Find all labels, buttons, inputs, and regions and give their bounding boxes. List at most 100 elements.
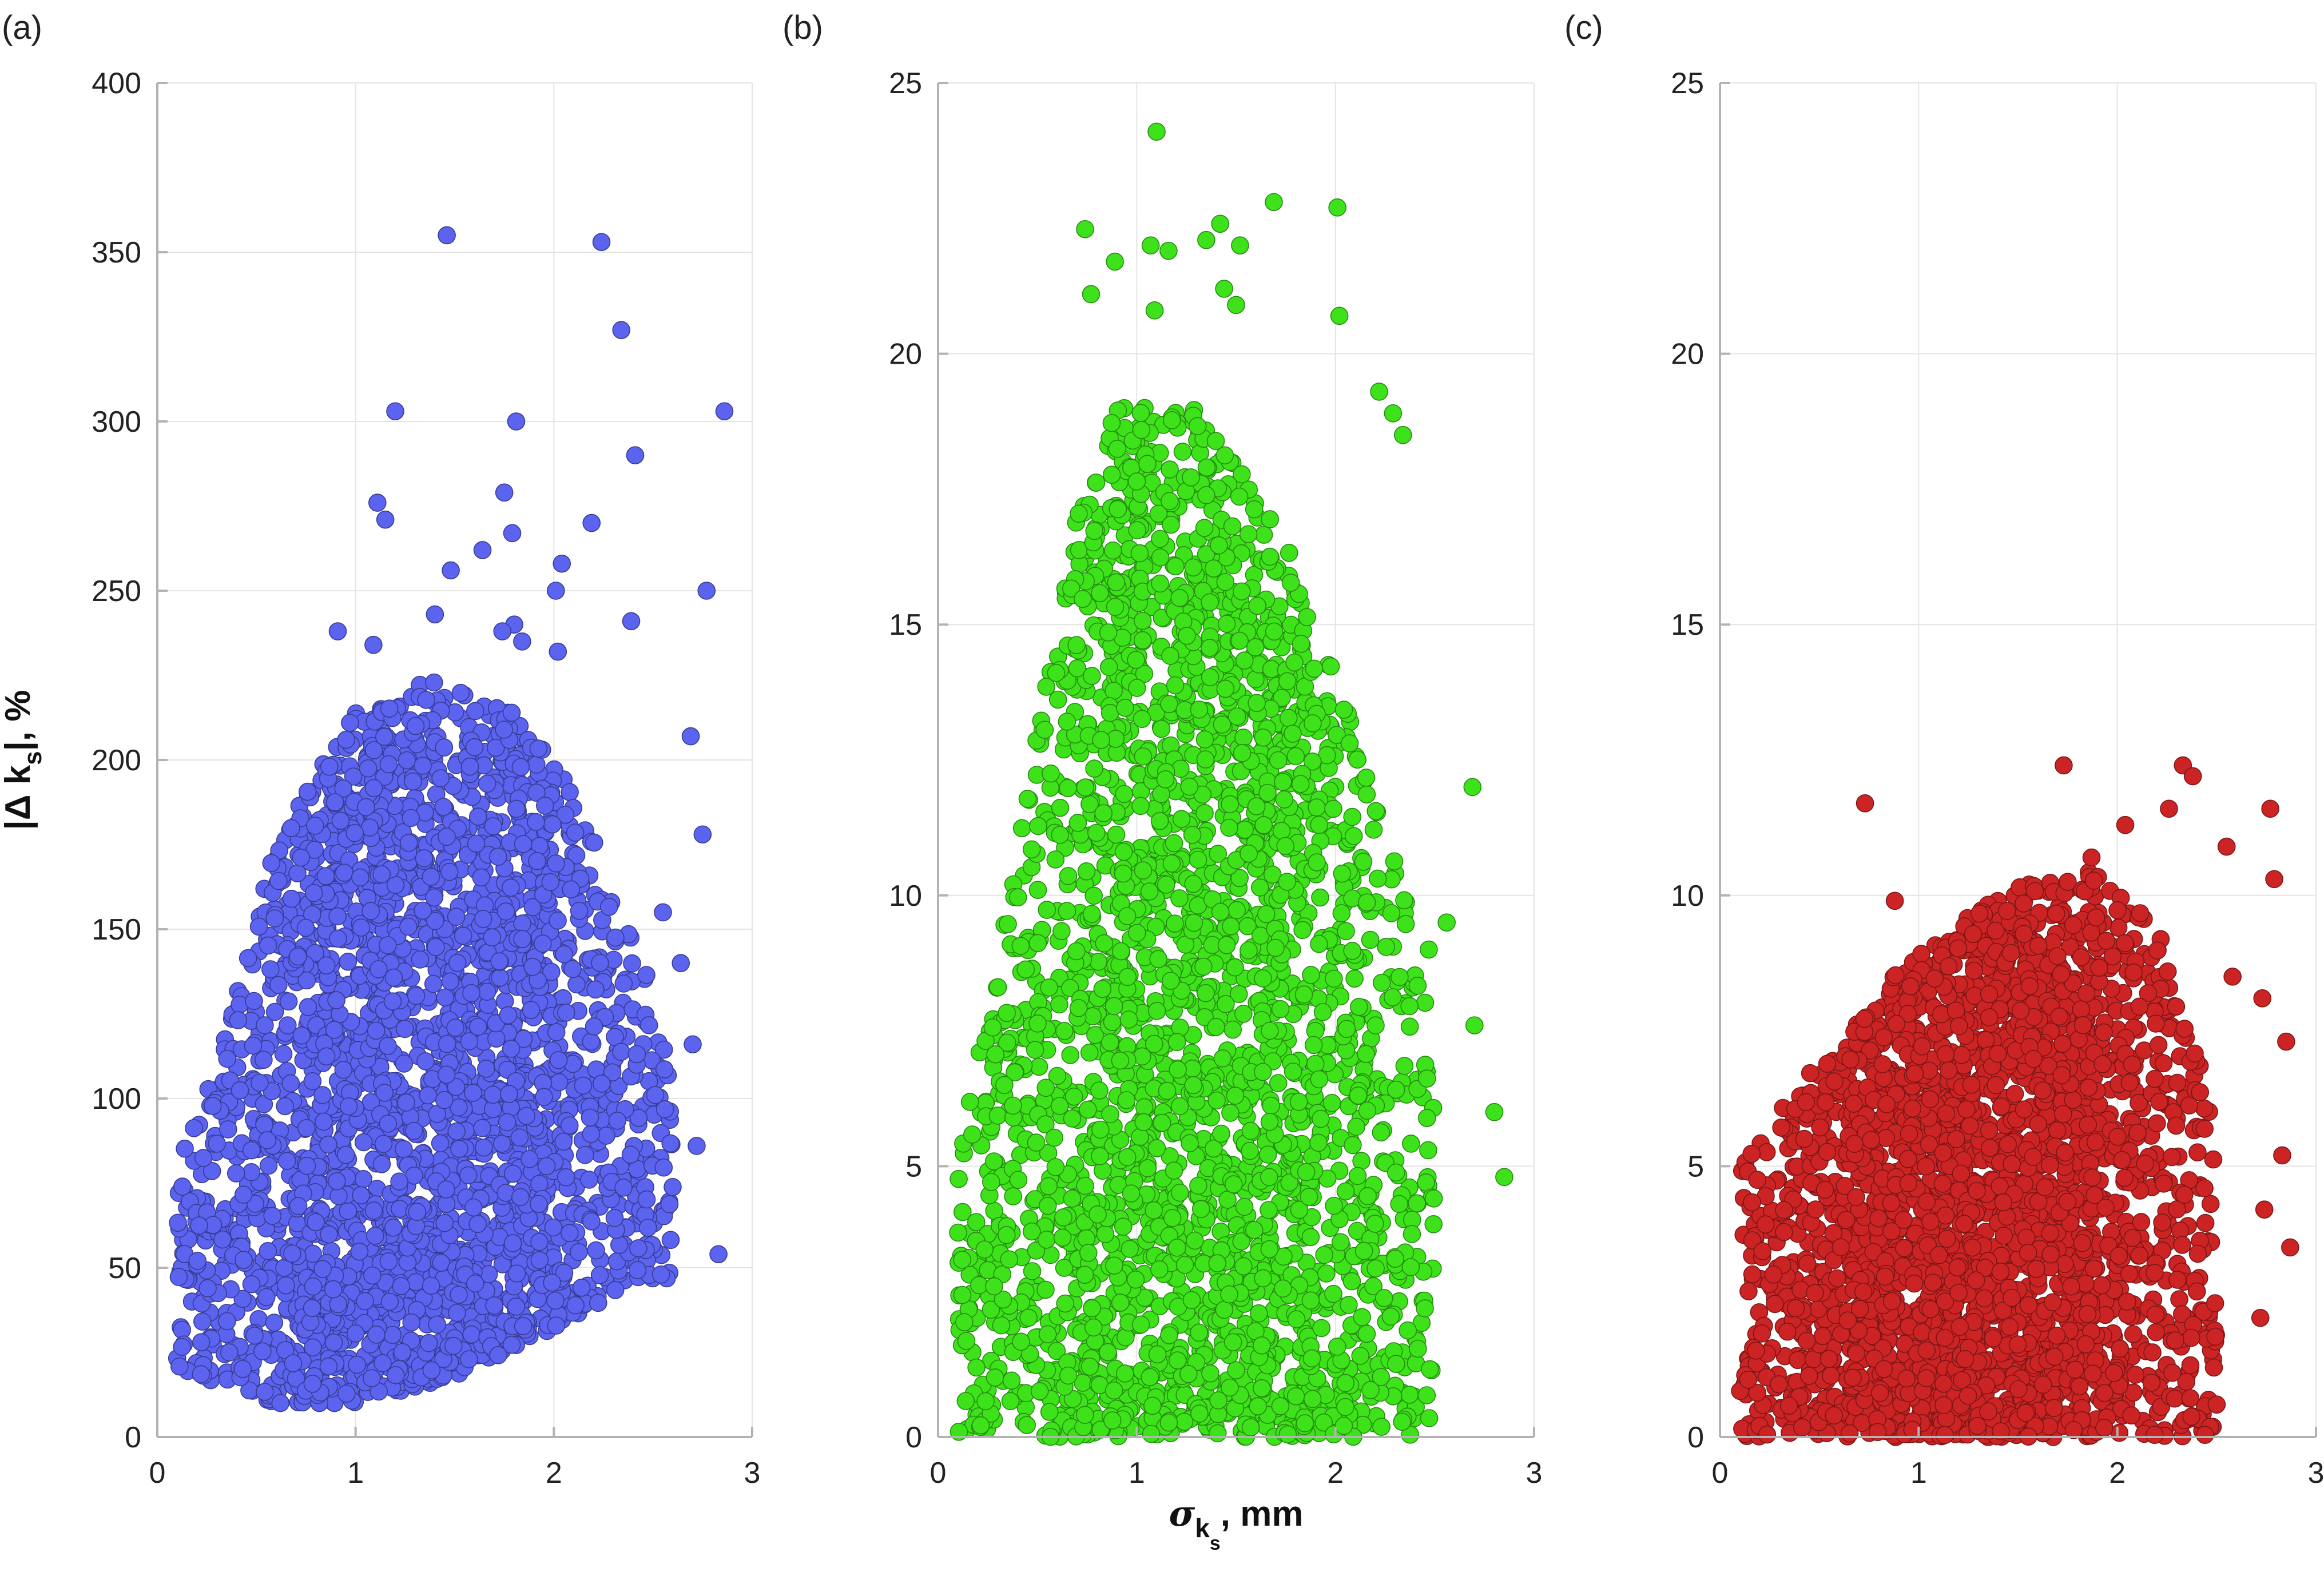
- data-point-a: [379, 1115, 396, 1132]
- data-point-a: [420, 1335, 438, 1352]
- data-point-b: [950, 1171, 967, 1188]
- data-point-a: [335, 1061, 352, 1078]
- data-point-a: [185, 1120, 202, 1137]
- data-point-a: [657, 1101, 674, 1118]
- data-point-a: [422, 868, 439, 885]
- data-point-b: [1353, 1152, 1370, 1169]
- data-point-a: [558, 1004, 575, 1021]
- data-point-a: [195, 1149, 212, 1167]
- data-point-a: [362, 902, 379, 920]
- data-point-b: [1060, 867, 1077, 885]
- data-point-a: [318, 957, 335, 974]
- data-point-a: [285, 1355, 302, 1372]
- data-point-a: [562, 881, 579, 898]
- data-point-b: [1051, 996, 1068, 1013]
- data-point-a: [547, 1292, 564, 1310]
- y-tick-label-a-1: 50: [108, 1252, 141, 1285]
- data-point-b: [1391, 1195, 1408, 1212]
- data-point-a: [376, 1084, 393, 1101]
- data-point-a: [577, 1147, 594, 1164]
- data-point-a: [426, 674, 443, 691]
- data-point-b: [1235, 1257, 1252, 1275]
- data-point-a: [392, 1277, 410, 1295]
- data-point-b: [1352, 1347, 1369, 1364]
- data-point-a: [352, 869, 369, 886]
- outlier-point-a-25: [682, 728, 700, 745]
- data-point-a: [289, 948, 307, 965]
- data-point-a: [243, 1276, 260, 1293]
- data-point-b: [1357, 1045, 1374, 1062]
- data-point-a: [460, 1033, 478, 1050]
- data-point-a: [524, 958, 541, 976]
- data-point-a: [290, 1197, 307, 1215]
- data-point-a: [495, 721, 513, 738]
- data-point-a: [314, 1260, 331, 1277]
- data-point-b: [1367, 1260, 1384, 1277]
- data-point-b: [1236, 1199, 1253, 1216]
- data-point-a: [551, 1073, 568, 1091]
- data-point-b: [1152, 549, 1169, 566]
- data-point-a: [339, 953, 356, 970]
- data-point-b: [1161, 461, 1178, 478]
- data-point-a: [235, 1186, 252, 1203]
- data-point-b: [1417, 1174, 1435, 1191]
- data-point-b: [1134, 612, 1151, 630]
- outlier-point-a-4: [507, 413, 525, 430]
- outlier-point-a-0: [438, 226, 455, 244]
- data-point-b: [1062, 1046, 1079, 1064]
- data-point-a: [466, 739, 483, 756]
- data-point-a: [339, 1203, 356, 1220]
- data-point-a: [381, 1294, 398, 1311]
- data-point-a: [581, 1171, 598, 1188]
- data-point-a: [504, 1235, 522, 1252]
- data-point-a: [472, 869, 490, 886]
- data-point-a: [279, 1152, 296, 1169]
- data-point-b: [1117, 1329, 1134, 1346]
- data-point-a: [419, 1087, 436, 1104]
- y-tick-label-a-7: 350: [92, 236, 141, 269]
- data-point-a: [479, 775, 496, 792]
- data-point-a: [219, 1050, 236, 1068]
- outlier-point-a-17: [623, 612, 640, 630]
- data-point-b: [1349, 1167, 1366, 1184]
- data-point-a: [385, 969, 402, 986]
- data-point-a: [448, 1123, 465, 1140]
- data-point-b: [1184, 826, 1201, 843]
- data-point-b: [1345, 827, 1362, 845]
- data-point-a: [590, 1294, 607, 1311]
- data-point-b: [1369, 870, 1387, 887]
- data-point-a: [447, 1019, 464, 1036]
- data-point-a: [474, 1120, 491, 1137]
- data-point-b: [1302, 1228, 1319, 1245]
- data-point-b: [1085, 887, 1102, 904]
- data-point-a: [545, 1219, 562, 1236]
- data-point-b: [1115, 786, 1133, 803]
- data-point-a: [328, 992, 345, 1009]
- data-point-a: [428, 1316, 446, 1333]
- data-point-a: [256, 1383, 273, 1400]
- data-point-b: [1281, 544, 1298, 562]
- data-point-b: [1358, 1326, 1375, 1343]
- data-point-a: [270, 977, 287, 994]
- data-point-a: [591, 954, 609, 972]
- data-point-a: [468, 835, 485, 852]
- data-point-a: [464, 1084, 482, 1101]
- data-point-b: [1401, 1018, 1419, 1035]
- data-point-a: [355, 1134, 372, 1151]
- data-point-b: [1416, 1300, 1433, 1317]
- data-point-b: [1129, 679, 1146, 697]
- data-point-a: [307, 1213, 324, 1231]
- data-point-a: [503, 704, 521, 721]
- outlier-point-a-8: [369, 494, 386, 511]
- data-point-a: [320, 1358, 337, 1375]
- data-point-b: [992, 1317, 1010, 1334]
- data-point-b: [1226, 1087, 1244, 1104]
- data-point-b: [1235, 729, 1252, 746]
- data-point-a: [664, 1179, 681, 1196]
- y-tick-label-a-5: 250: [92, 575, 141, 608]
- outlier-point-a-15: [553, 555, 570, 572]
- data-point-a: [483, 929, 500, 946]
- data-point-a: [460, 1167, 477, 1184]
- data-point-a: [260, 1157, 277, 1175]
